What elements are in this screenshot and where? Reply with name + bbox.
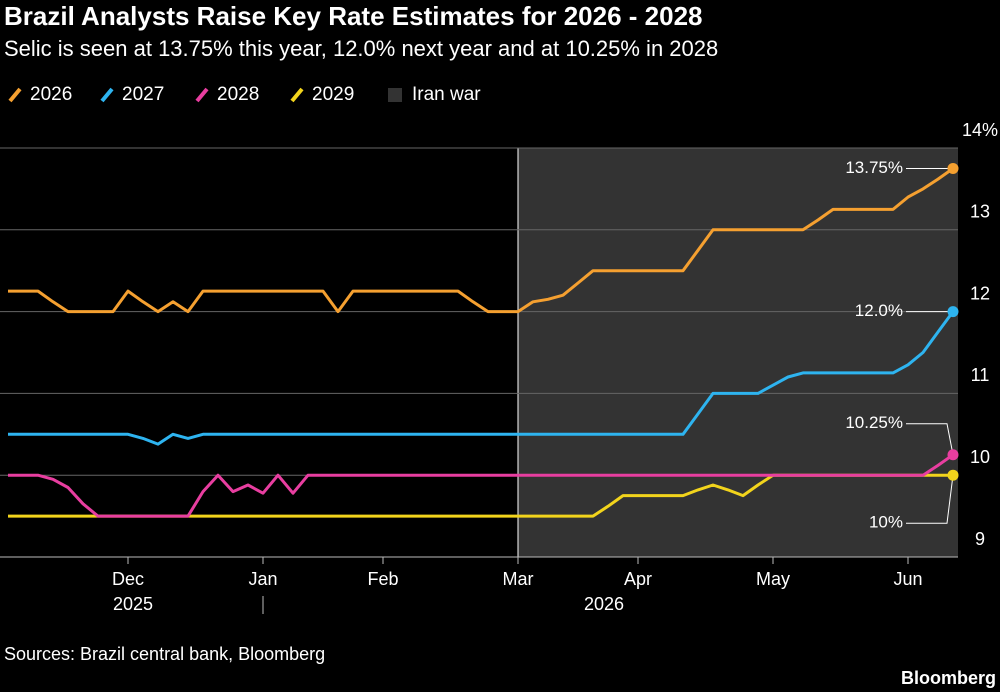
y-tick-label: 14% (962, 120, 998, 140)
legend-label: 2026 (30, 84, 72, 105)
end-label: 10% (869, 513, 903, 532)
y-tick-label: 12 (970, 283, 990, 303)
y-tick-label: 10 (970, 447, 990, 467)
legend-swatch (8, 87, 22, 103)
end-dot (947, 306, 959, 318)
x-tick-label: Feb (367, 569, 398, 589)
end-label: 13.75% (845, 158, 903, 177)
chart-subtitle: Selic is seen at 13.75% this year, 12.0%… (4, 36, 718, 61)
series-line (8, 167, 954, 314)
leader-line (906, 475, 954, 524)
chart-title: Brazil Analysts Raise Key Rate Estimates… (4, 1, 703, 31)
end-label: 12.0% (855, 301, 903, 320)
end-label: 10.25% (845, 413, 903, 432)
leader-line (906, 423, 954, 455)
series-line (8, 453, 954, 518)
legend-swatch (388, 88, 402, 102)
x-tick-label: May (756, 569, 790, 589)
x-tick-label: Jun (893, 569, 922, 589)
x-tick-label: Dec (112, 569, 144, 589)
legend-swatch (195, 87, 209, 103)
brand: Bloomberg (901, 668, 996, 688)
x-tick-label: Jan (248, 569, 277, 589)
end-dot (947, 449, 959, 461)
year-label: 2025 (113, 594, 153, 614)
y-tick-label: 9 (975, 529, 985, 549)
y-tick-label: 13 (970, 202, 990, 222)
x-tick-label: Apr (624, 569, 652, 589)
end-dot (947, 162, 959, 174)
legend-label: 2027 (122, 84, 164, 105)
end-dot (947, 469, 959, 481)
legend-swatch (100, 87, 114, 103)
legend-label: Iran war (412, 84, 481, 105)
source: Sources: Brazil central bank, Bloomberg (4, 644, 325, 664)
legend-label: 2029 (312, 84, 354, 105)
legend-swatch (290, 87, 304, 103)
x-tick-label: Mar (503, 569, 534, 589)
series-line (8, 310, 955, 446)
legend-label: 2028 (217, 84, 259, 105)
y-tick-label: 11 (971, 365, 990, 385)
year-label: 2026 (584, 594, 624, 614)
shaded-region (518, 148, 958, 557)
